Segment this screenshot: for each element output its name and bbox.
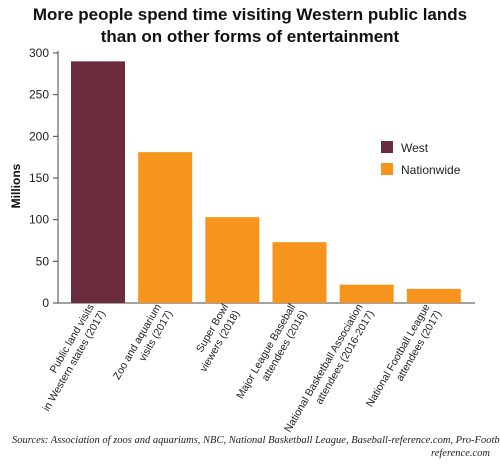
legend-swatch-west (381, 141, 393, 153)
sources-note: Sources: Association of zoos and aquariu… (12, 434, 500, 460)
chart-legend: West Nationwide (381, 141, 461, 177)
legend-label-west: West (401, 141, 429, 155)
y-tick-label: 50 (36, 254, 50, 268)
bar-nationwide (205, 217, 260, 303)
bar-west (71, 61, 125, 304)
chart-bars (71, 61, 461, 304)
chart-axes: 0 50 100 150 200 250 300 (29, 46, 475, 310)
bar-nationwide (138, 152, 193, 303)
y-tick-label: 0 (42, 296, 49, 310)
legend-label-nationwide: Nationwide (401, 163, 461, 177)
bar-nationwide (339, 284, 394, 303)
chart-title: More people spend time visiting Western … (0, 4, 500, 48)
y-tick-label: 100 (29, 213, 49, 227)
y-tick-label: 200 (29, 129, 49, 143)
y-tick-label: 150 (29, 171, 49, 185)
sources-line-1: Sources: Association of zoos and aquariu… (12, 435, 500, 446)
y-axis-title: Millions (9, 163, 23, 208)
y-tick-label: 300 (29, 46, 49, 60)
chart-title-line-1: More people spend time visiting Western … (32, 5, 468, 24)
sources-line-2: reference.com (431, 448, 490, 459)
chart-title-line-2: than on other forms of entertainment (100, 27, 400, 46)
legend-swatch-nationwide (381, 163, 393, 175)
y-tick-label: 250 (29, 88, 49, 102)
category-label-line: Major League Baseball (234, 302, 298, 401)
bar-nationwide (406, 288, 461, 303)
bar-nationwide (272, 242, 327, 303)
